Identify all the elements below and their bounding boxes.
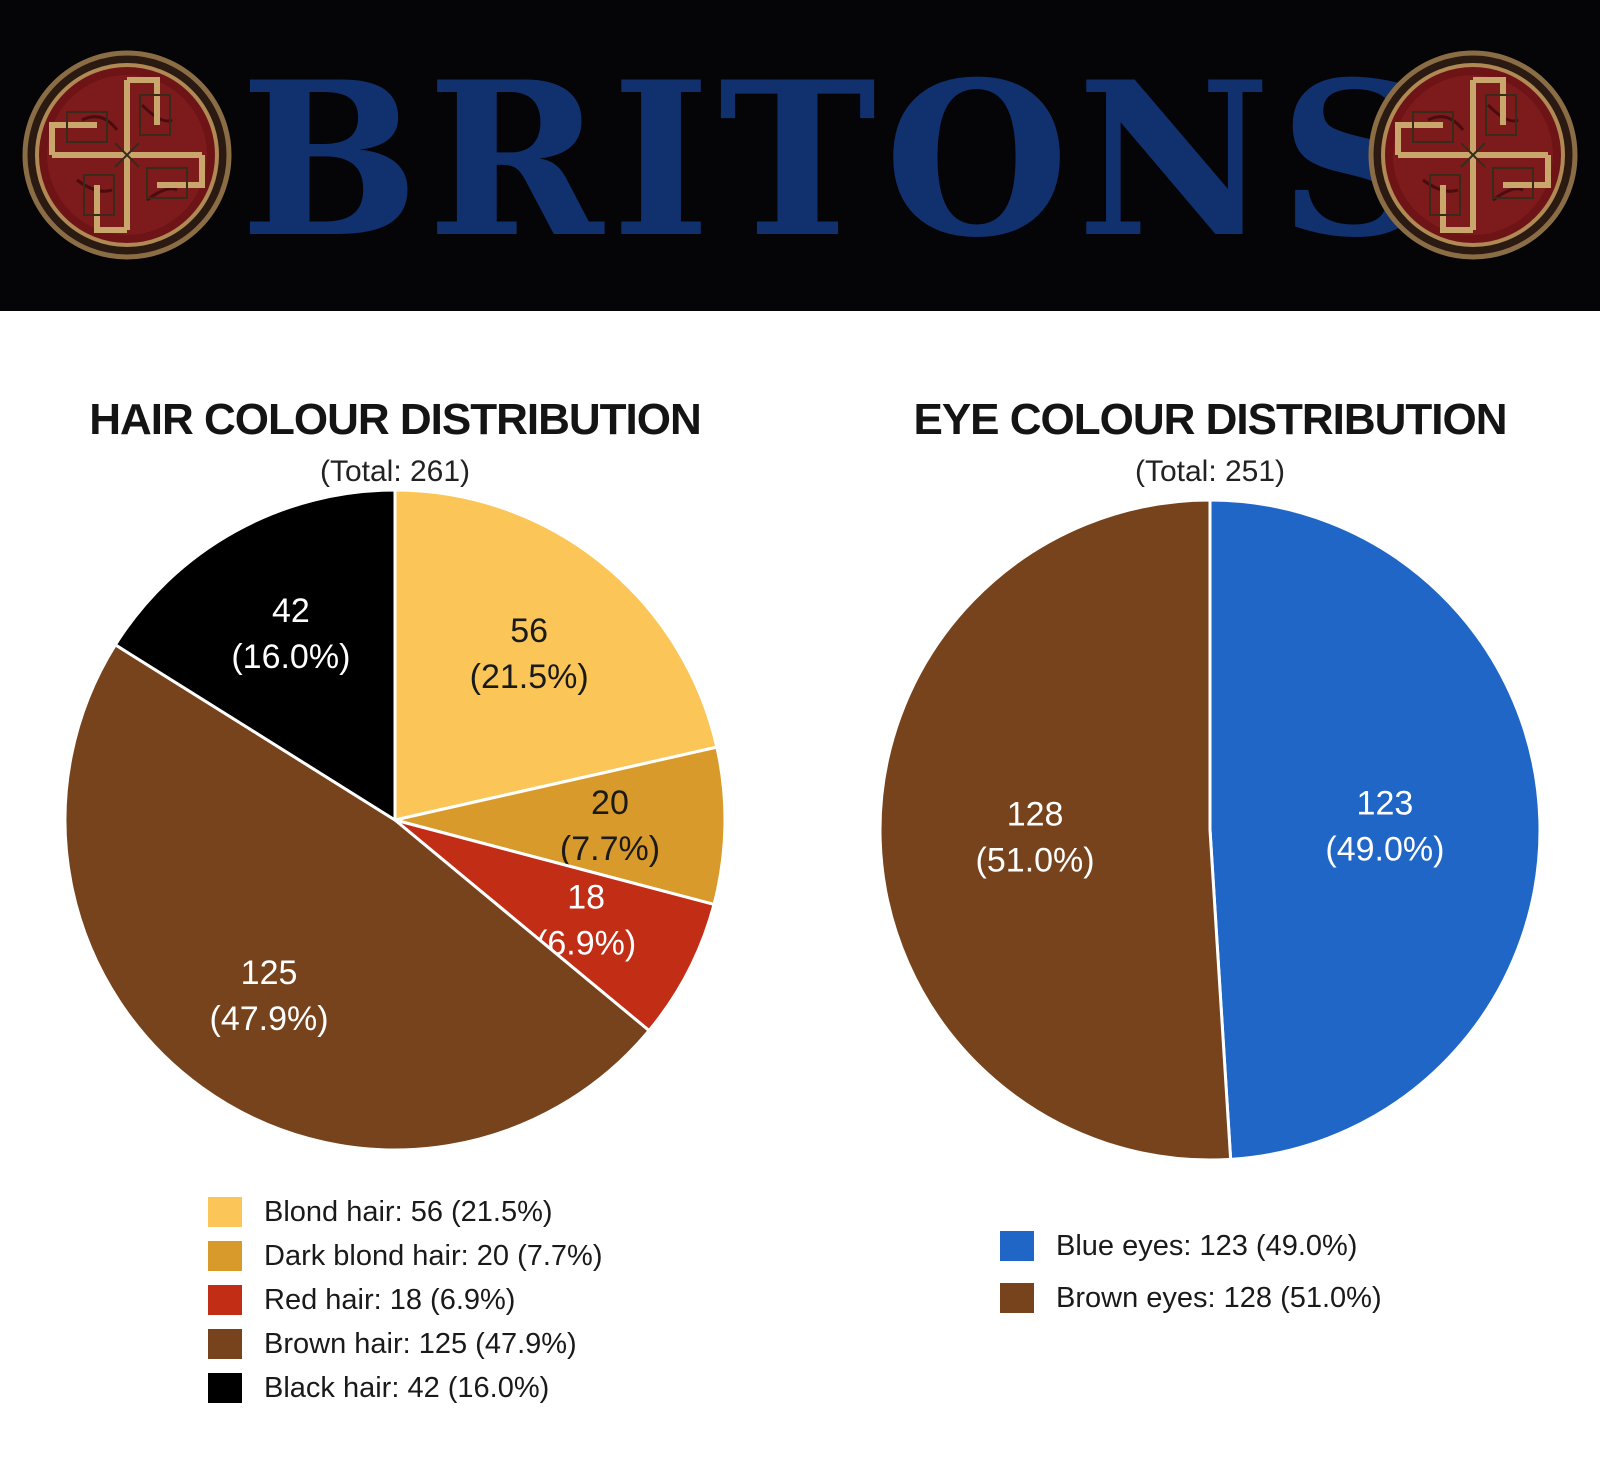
- legend-swatch: [208, 1197, 242, 1227]
- legend-label: Brown hair: 125 (47.9%): [264, 1327, 577, 1360]
- slice-value-label: 56: [510, 612, 548, 650]
- legend-swatch: [208, 1373, 242, 1403]
- legend-item: Blue eyes: 123 (49.0%): [1000, 1220, 1382, 1272]
- slice-percent-label: (49.0%): [1325, 831, 1444, 869]
- slice-value-label: 18: [567, 878, 605, 916]
- legend-item: Brown hair: 125 (47.9%): [208, 1322, 603, 1366]
- slice-value-label: 42: [272, 592, 310, 630]
- slice-percent-label: (47.9%): [210, 1000, 329, 1038]
- celtic-knot-shield-icon: [22, 50, 232, 260]
- legend-label: Dark blond hair: 20 (7.7%): [264, 1239, 603, 1272]
- pie-slice: [394, 745, 727, 907]
- pie-slice: [878, 498, 1233, 1162]
- slice-value-label: 123: [1357, 785, 1414, 823]
- chart-title: HAIR COLOUR DISTRIBUTION: [89, 395, 702, 444]
- legend-swatch: [208, 1241, 242, 1271]
- legend-label: Black hair: 42 (16.0%): [264, 1371, 550, 1404]
- eye-pie-chart: 123 (49.0%) 128 (51.0%): [878, 498, 1542, 1162]
- slice-value-label: 128: [1007, 795, 1064, 833]
- pie-slice: [1208, 498, 1542, 1161]
- legend-item: Black hair: 42 (16.0%): [208, 1366, 603, 1410]
- legend-label: Red hair: 18 (6.9%): [264, 1283, 516, 1316]
- eye-legend: Blue eyes: 123 (49.0%) Brown eyes: 128 (5…: [1000, 1220, 1382, 1324]
- legend-label: Blue eyes: 123 (49.0%): [1056, 1229, 1358, 1262]
- legend-item: Dark blond hair: 20 (7.7%): [208, 1234, 603, 1278]
- legend-swatch: [1000, 1283, 1034, 1313]
- legend-item: Red hair: 18 (6.9%): [208, 1278, 603, 1322]
- hair-legend: Blond hair: 56 (21.5%) Dark blond hair: 2…: [208, 1190, 603, 1410]
- banner-title: BRITONS: [240, 35, 1440, 284]
- legend-item: Brown eyes: 128 (51.0%): [1000, 1272, 1382, 1324]
- pie-slice: [394, 818, 716, 1033]
- legend-label: Brown eyes: 128 (51.0%): [1056, 1281, 1382, 1314]
- legend-swatch: [208, 1329, 242, 1359]
- legend-item: Blond hair: 56 (21.5%): [208, 1190, 603, 1234]
- pie-slice: [393, 488, 719, 822]
- slice-percent-label: (21.5%): [470, 658, 589, 696]
- chart-subtitle: (Total: 261): [319, 455, 471, 488]
- pie-slice: [113, 488, 397, 823]
- chart-title: EYE COLOUR DISTRIBUTION: [913, 395, 1507, 444]
- slice-value-label: 20: [591, 784, 629, 822]
- legend-swatch: [1000, 1231, 1034, 1261]
- legend-swatch: [208, 1285, 242, 1315]
- slice-percent-label: (51.0%): [976, 841, 1095, 879]
- chart-subtitle: (Total: 251): [1134, 455, 1286, 488]
- celtic-knot-shield-icon: [1368, 50, 1578, 260]
- legend-label: Blond hair: 56 (21.5%): [264, 1195, 553, 1228]
- hair-pie-chart: 56(21.5%)20(7.7%)18(6.9%)125(47.9%)42(16…: [63, 488, 727, 1152]
- banner: BRITONS: [0, 0, 1600, 311]
- slice-percent-label: (16.0%): [231, 638, 350, 676]
- pie-slice: [63, 642, 652, 1152]
- slice-percent-label: (7.7%): [560, 830, 660, 868]
- slice-value-label: 125: [241, 954, 298, 992]
